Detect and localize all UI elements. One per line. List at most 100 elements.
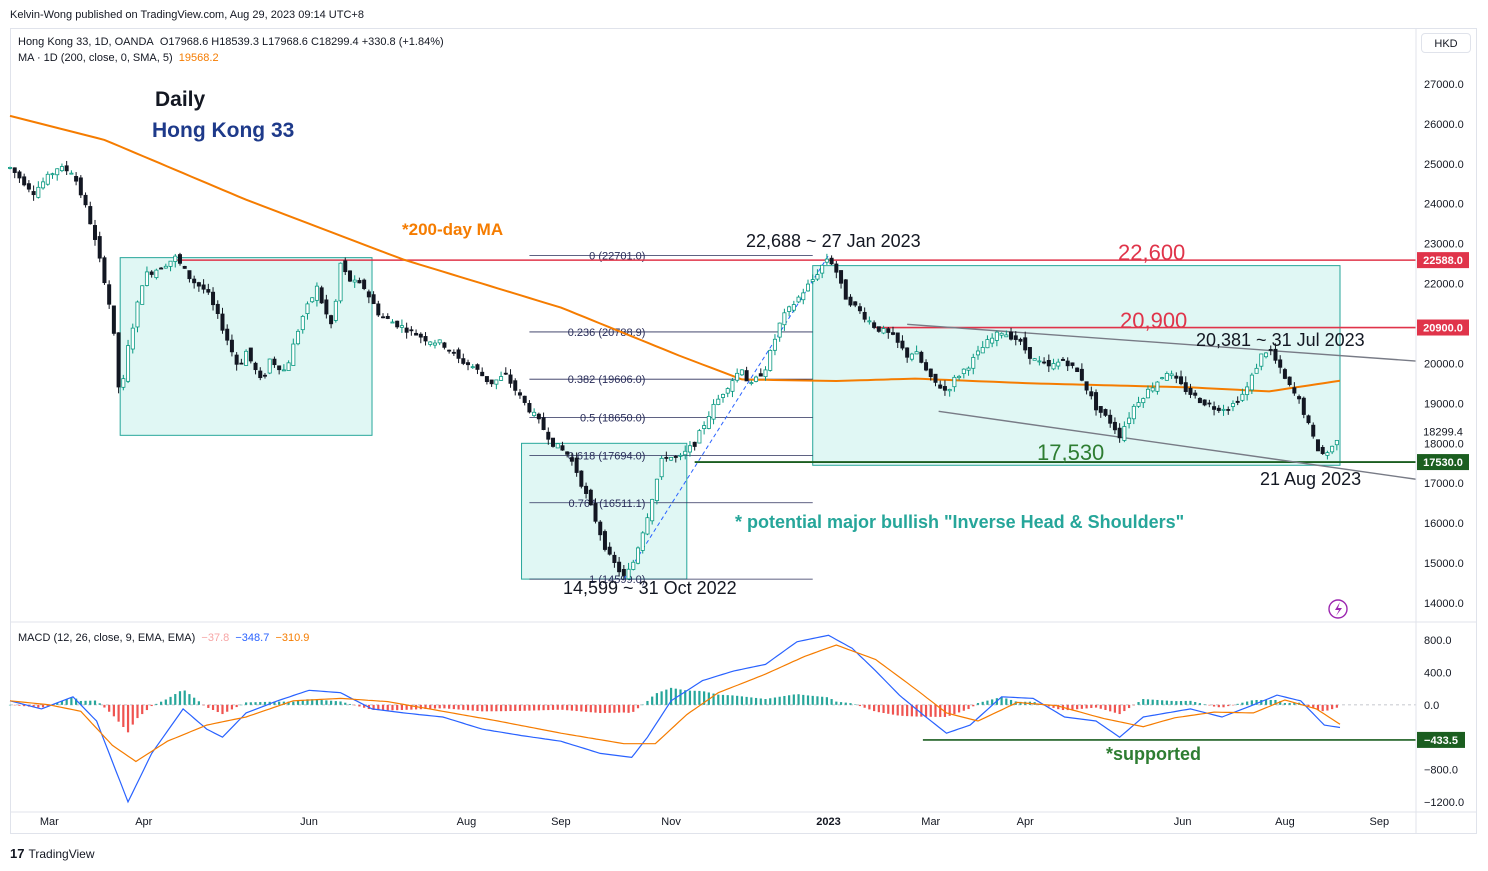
macd-histogram-bar <box>641 704 644 706</box>
macd-histogram-bar <box>504 704 507 712</box>
candle-body <box>1202 399 1207 406</box>
candle-body <box>385 315 390 319</box>
candle-body <box>957 375 962 379</box>
candle-body <box>83 194 88 206</box>
ma-legend[interactable]: MA · 1D (200, close, 0, SMA, 5) 19568.2 <box>18 52 219 64</box>
macd-histogram-bar <box>580 704 583 712</box>
ma200-line <box>9 114 1341 393</box>
price-tag-label: 17530.0 <box>1423 457 1463 469</box>
macd-histogram-bar <box>211 704 215 710</box>
symbol-name: Hong Kong 33, 1D, OANDA <box>18 36 154 48</box>
candle-body <box>1127 417 1132 424</box>
macd-histogram-bar <box>797 694 800 705</box>
macd-histogram-bar <box>939 704 942 717</box>
macd-histogram-bar <box>575 704 578 712</box>
macd-histogram-bar <box>358 704 361 707</box>
candle-body <box>1264 352 1269 358</box>
macd-histogram-bar <box>1165 700 1168 705</box>
candle-body <box>1330 445 1335 453</box>
macd-histogram-bar <box>443 704 446 709</box>
macd-histogram-bar <box>788 695 791 705</box>
macd-histogram-bar <box>1208 704 1211 706</box>
macd-histogram-bar <box>410 704 413 710</box>
candle-body <box>97 236 102 259</box>
macd-histogram-bar <box>301 700 304 705</box>
candle-body <box>314 285 319 301</box>
macd-histogram-bar <box>759 698 762 705</box>
macd-histogram-bar <box>273 701 276 705</box>
time-tick-label: Mar <box>40 816 59 828</box>
fib-level-label: 0.382 (19606.0) <box>568 374 646 386</box>
macd-histogram-bar <box>514 704 517 711</box>
macd-histogram-bar <box>452 704 455 710</box>
annotation-macd-supported: *supported <box>1106 744 1201 764</box>
candle-body <box>168 260 173 267</box>
macd-histogram-bar <box>160 701 163 705</box>
candle-body <box>494 379 499 385</box>
candle-body <box>173 255 178 262</box>
macd-histogram-bar <box>1316 704 1320 711</box>
macd-histogram-bar <box>429 704 432 709</box>
macd-histogram-bar <box>693 690 696 705</box>
macd-histogram-bar <box>556 704 559 710</box>
candle-body <box>1212 406 1217 410</box>
candle-body <box>253 362 258 371</box>
macd-histogram-bar <box>698 690 701 705</box>
macd-histogram-bar <box>131 704 134 725</box>
macd-tick-label: 800.0 <box>1424 635 1452 647</box>
tradingview-footer[interactable]: 17 TradingView <box>10 846 95 861</box>
price-tick-label: 17000.0 <box>1424 478 1464 490</box>
candle-body <box>45 173 50 185</box>
macd-tick-label: 400.0 <box>1424 667 1452 679</box>
macd-histogram-bar <box>164 699 167 705</box>
annotation-daily: Daily <box>155 88 206 111</box>
macd-histogram-bar <box>773 697 777 705</box>
currency-button[interactable]: HKD <box>1421 33 1471 53</box>
candle-body <box>1249 374 1254 391</box>
macd-histogram-bar <box>684 690 687 705</box>
macd-support-tag <box>1417 731 1465 748</box>
macd-histogram-bar <box>844 702 847 705</box>
candle-body <box>159 267 164 270</box>
price-tag-label: 18299.4 <box>1423 426 1463 438</box>
candle-body <box>857 306 862 312</box>
macd-histogram-bar <box>471 704 474 711</box>
candle-body <box>777 322 782 338</box>
candle-body <box>248 347 253 362</box>
candle-body <box>673 456 678 458</box>
macd-histogram-bar <box>1307 704 1310 707</box>
candle-body <box>900 340 905 349</box>
macd-legend[interactable]: MACD (12, 26, close, 9, EMA, EMA) −37.8 … <box>18 632 309 644</box>
symbol-legend[interactable]: Hong Kong 33, 1D, OANDA O17968.6 H18539.… <box>18 36 444 48</box>
macd-histogram-bar <box>622 704 625 713</box>
lightning-bolt-glyph <box>1335 602 1342 616</box>
macd-histogram-bar <box>400 704 404 711</box>
macd-histogram-bar <box>1127 704 1131 709</box>
candle-body <box>739 369 744 376</box>
macd-histogram-bar <box>8 704 12 706</box>
candle-body <box>1235 400 1240 403</box>
ma-label: MA · 1D (200, close, 0, SMA, 5) <box>18 52 173 64</box>
macd-histogram-bar <box>466 704 470 711</box>
macd-histogram-bar <box>339 701 342 705</box>
candle-body <box>1278 359 1283 368</box>
candle-body <box>111 305 116 334</box>
macd-histogram-bar <box>263 701 267 705</box>
time-tick-label: Sep <box>551 816 571 828</box>
macd-histogram-bar <box>1146 699 1150 705</box>
macd-histogram-bar <box>821 696 824 705</box>
macd-histogram-bar <box>79 700 82 705</box>
macd-histogram-bar <box>150 704 153 707</box>
candle-body <box>1207 402 1212 405</box>
macd-histogram-bar <box>764 699 767 705</box>
macd-histogram-bar <box>325 700 328 705</box>
macd-histogram-bar <box>1217 704 1220 708</box>
macd-histogram-bar <box>660 691 663 705</box>
candle-body <box>1183 382 1188 392</box>
macd-histogram-bar <box>778 696 781 705</box>
macd-histogram-bar <box>972 704 975 707</box>
candle-body <box>1297 396 1302 400</box>
candle-body <box>607 546 612 555</box>
macd-histogram-bar <box>240 704 243 706</box>
